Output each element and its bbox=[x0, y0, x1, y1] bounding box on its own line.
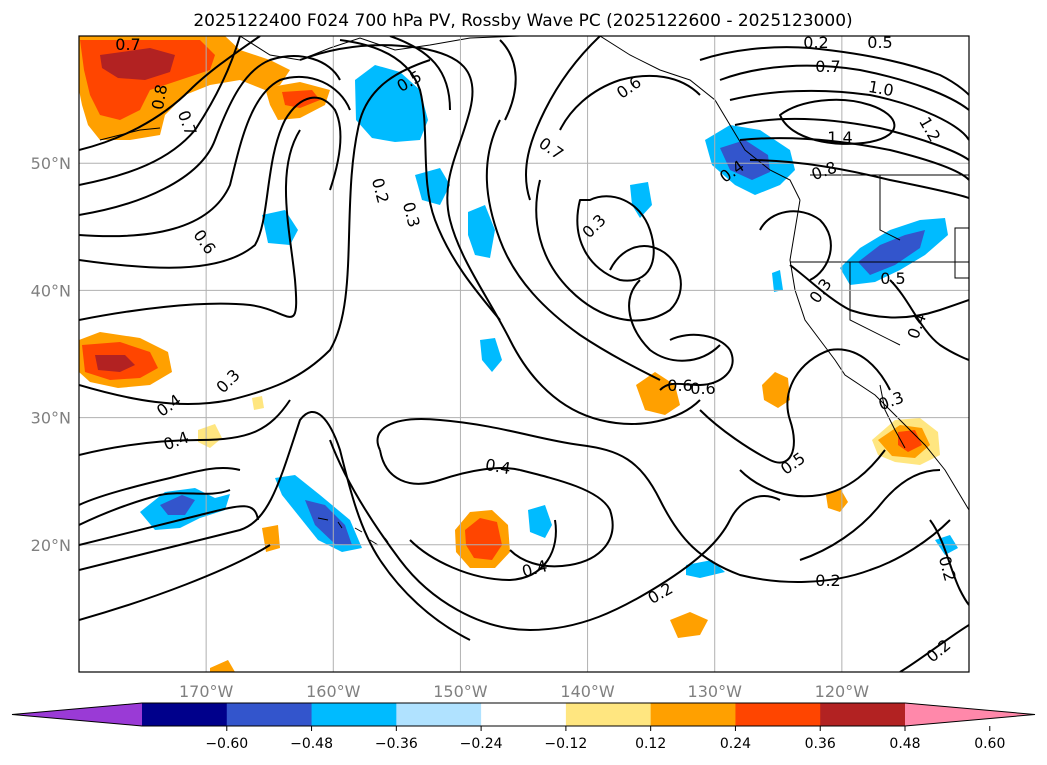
contour-label: 0.4 bbox=[484, 455, 512, 478]
colorbar-tick-label: 0.60 bbox=[974, 736, 1005, 752]
figure-title: 2025122400 F024 700 hPa PV, Rossby Wave … bbox=[193, 11, 852, 31]
contour-label: 0.6 bbox=[690, 379, 715, 398]
positive-anomaly-region bbox=[252, 396, 264, 410]
positive-anomaly-region bbox=[762, 372, 790, 408]
contour-label: 0.2 bbox=[815, 571, 840, 590]
pv-anomaly-shading bbox=[79, 36, 958, 672]
latitude-tick-label: 40°N bbox=[31, 281, 71, 300]
colorbar-tick-label: 0.48 bbox=[889, 736, 920, 752]
colorbar-tick-label: −0.24 bbox=[460, 736, 503, 752]
contour-label: 0.8 bbox=[148, 83, 171, 111]
negative-anomaly-region bbox=[468, 205, 495, 258]
negative-anomaly-region bbox=[415, 168, 450, 205]
negative-anomaly-region bbox=[305, 500, 352, 545]
negative-anomaly-region bbox=[772, 270, 783, 292]
positive-anomaly-region bbox=[95, 355, 135, 372]
colorbar-segment bbox=[226, 703, 313, 726]
colorbar-tick-label: 0.12 bbox=[635, 736, 666, 752]
colorbar-segment bbox=[650, 703, 736, 726]
colorbar-extend-max bbox=[905, 703, 1035, 726]
contour-label: 0.2 bbox=[803, 33, 828, 52]
colorbar-tick-label: −0.48 bbox=[290, 736, 333, 752]
contour-label: 1.0 bbox=[867, 77, 895, 100]
positive-anomaly-region bbox=[465, 518, 502, 560]
longitude-tick-label: 160°W bbox=[306, 682, 361, 701]
negative-anomaly-region bbox=[858, 230, 925, 275]
positive-anomaly-region bbox=[100, 48, 175, 80]
pv-contours bbox=[79, 36, 969, 672]
colorbar-segment bbox=[311, 703, 397, 726]
positive-anomaly-region bbox=[636, 372, 680, 415]
colorbar-tick-label: −0.60 bbox=[205, 736, 248, 752]
positive-anomaly-region bbox=[670, 612, 708, 638]
positive-anomaly-region bbox=[210, 660, 235, 672]
colorbar-outline bbox=[11, 702, 1036, 727]
longitude-tick-label: 120°W bbox=[815, 682, 870, 701]
colorbar-segment bbox=[820, 703, 906, 726]
map-panel: 0.7 0.8 0.7 0.6 0.5 0.6 0.7 1.0 1.2 1.4 … bbox=[79, 33, 969, 672]
contour-label: 0.7 bbox=[115, 35, 140, 54]
colorbar-segment bbox=[481, 703, 567, 726]
latitude-tick-label: 50°N bbox=[31, 154, 71, 173]
positive-anomaly-region bbox=[282, 90, 320, 108]
colorbar: −0.60 −0.48 −0.36 −0.24 −0.12 0.12 0.24 0.36 0.4… bbox=[11, 702, 1036, 752]
colorbar-tick-label: −0.12 bbox=[544, 736, 587, 752]
negative-anomaly-region bbox=[355, 65, 428, 142]
contour-label: 1.4 bbox=[827, 128, 852, 147]
negative-anomaly-region bbox=[528, 505, 552, 538]
colorbar-tick-label: −0.36 bbox=[375, 736, 418, 752]
colorbar-extend-min bbox=[12, 703, 142, 726]
colorbar-segment bbox=[142, 703, 228, 726]
contour-label: 0.6 bbox=[667, 376, 692, 395]
longitude-tick-label: 130°W bbox=[688, 682, 743, 701]
negative-anomaly-region bbox=[630, 182, 652, 218]
longitude-tick-label: 140°W bbox=[560, 682, 615, 701]
colorbar-tick-label: 0.24 bbox=[720, 736, 751, 752]
colorbar-segment bbox=[565, 703, 652, 726]
positive-anomaly-region bbox=[198, 424, 222, 448]
contour-label: 0.5 bbox=[880, 269, 905, 288]
latitude-tick-label: 30°N bbox=[31, 409, 71, 428]
longitude-tick-label: 150°W bbox=[433, 682, 488, 701]
contour-label: 0.5 bbox=[867, 33, 892, 52]
map-frame bbox=[78, 35, 970, 673]
latitude-labels: 20°N 30°N 40°N 50°N bbox=[31, 154, 71, 555]
colorbar-tick-label: 0.36 bbox=[805, 736, 836, 752]
positive-anomaly-region bbox=[826, 488, 848, 512]
negative-anomaly-region bbox=[480, 338, 502, 372]
colorbar-segment bbox=[735, 703, 821, 726]
negative-anomaly-region bbox=[720, 140, 770, 180]
latitude-tick-label: 20°N bbox=[31, 536, 71, 555]
contour-label: 0.7 bbox=[815, 57, 840, 76]
negative-anomaly-region bbox=[160, 495, 195, 515]
longitude-labels: 170°W 160°W 150°W 140°W 130°W 120°W bbox=[179, 682, 869, 701]
colorbar-segment bbox=[396, 703, 482, 726]
coastlines bbox=[99, 36, 969, 546]
longitude-tick-label: 170°W bbox=[179, 682, 234, 701]
